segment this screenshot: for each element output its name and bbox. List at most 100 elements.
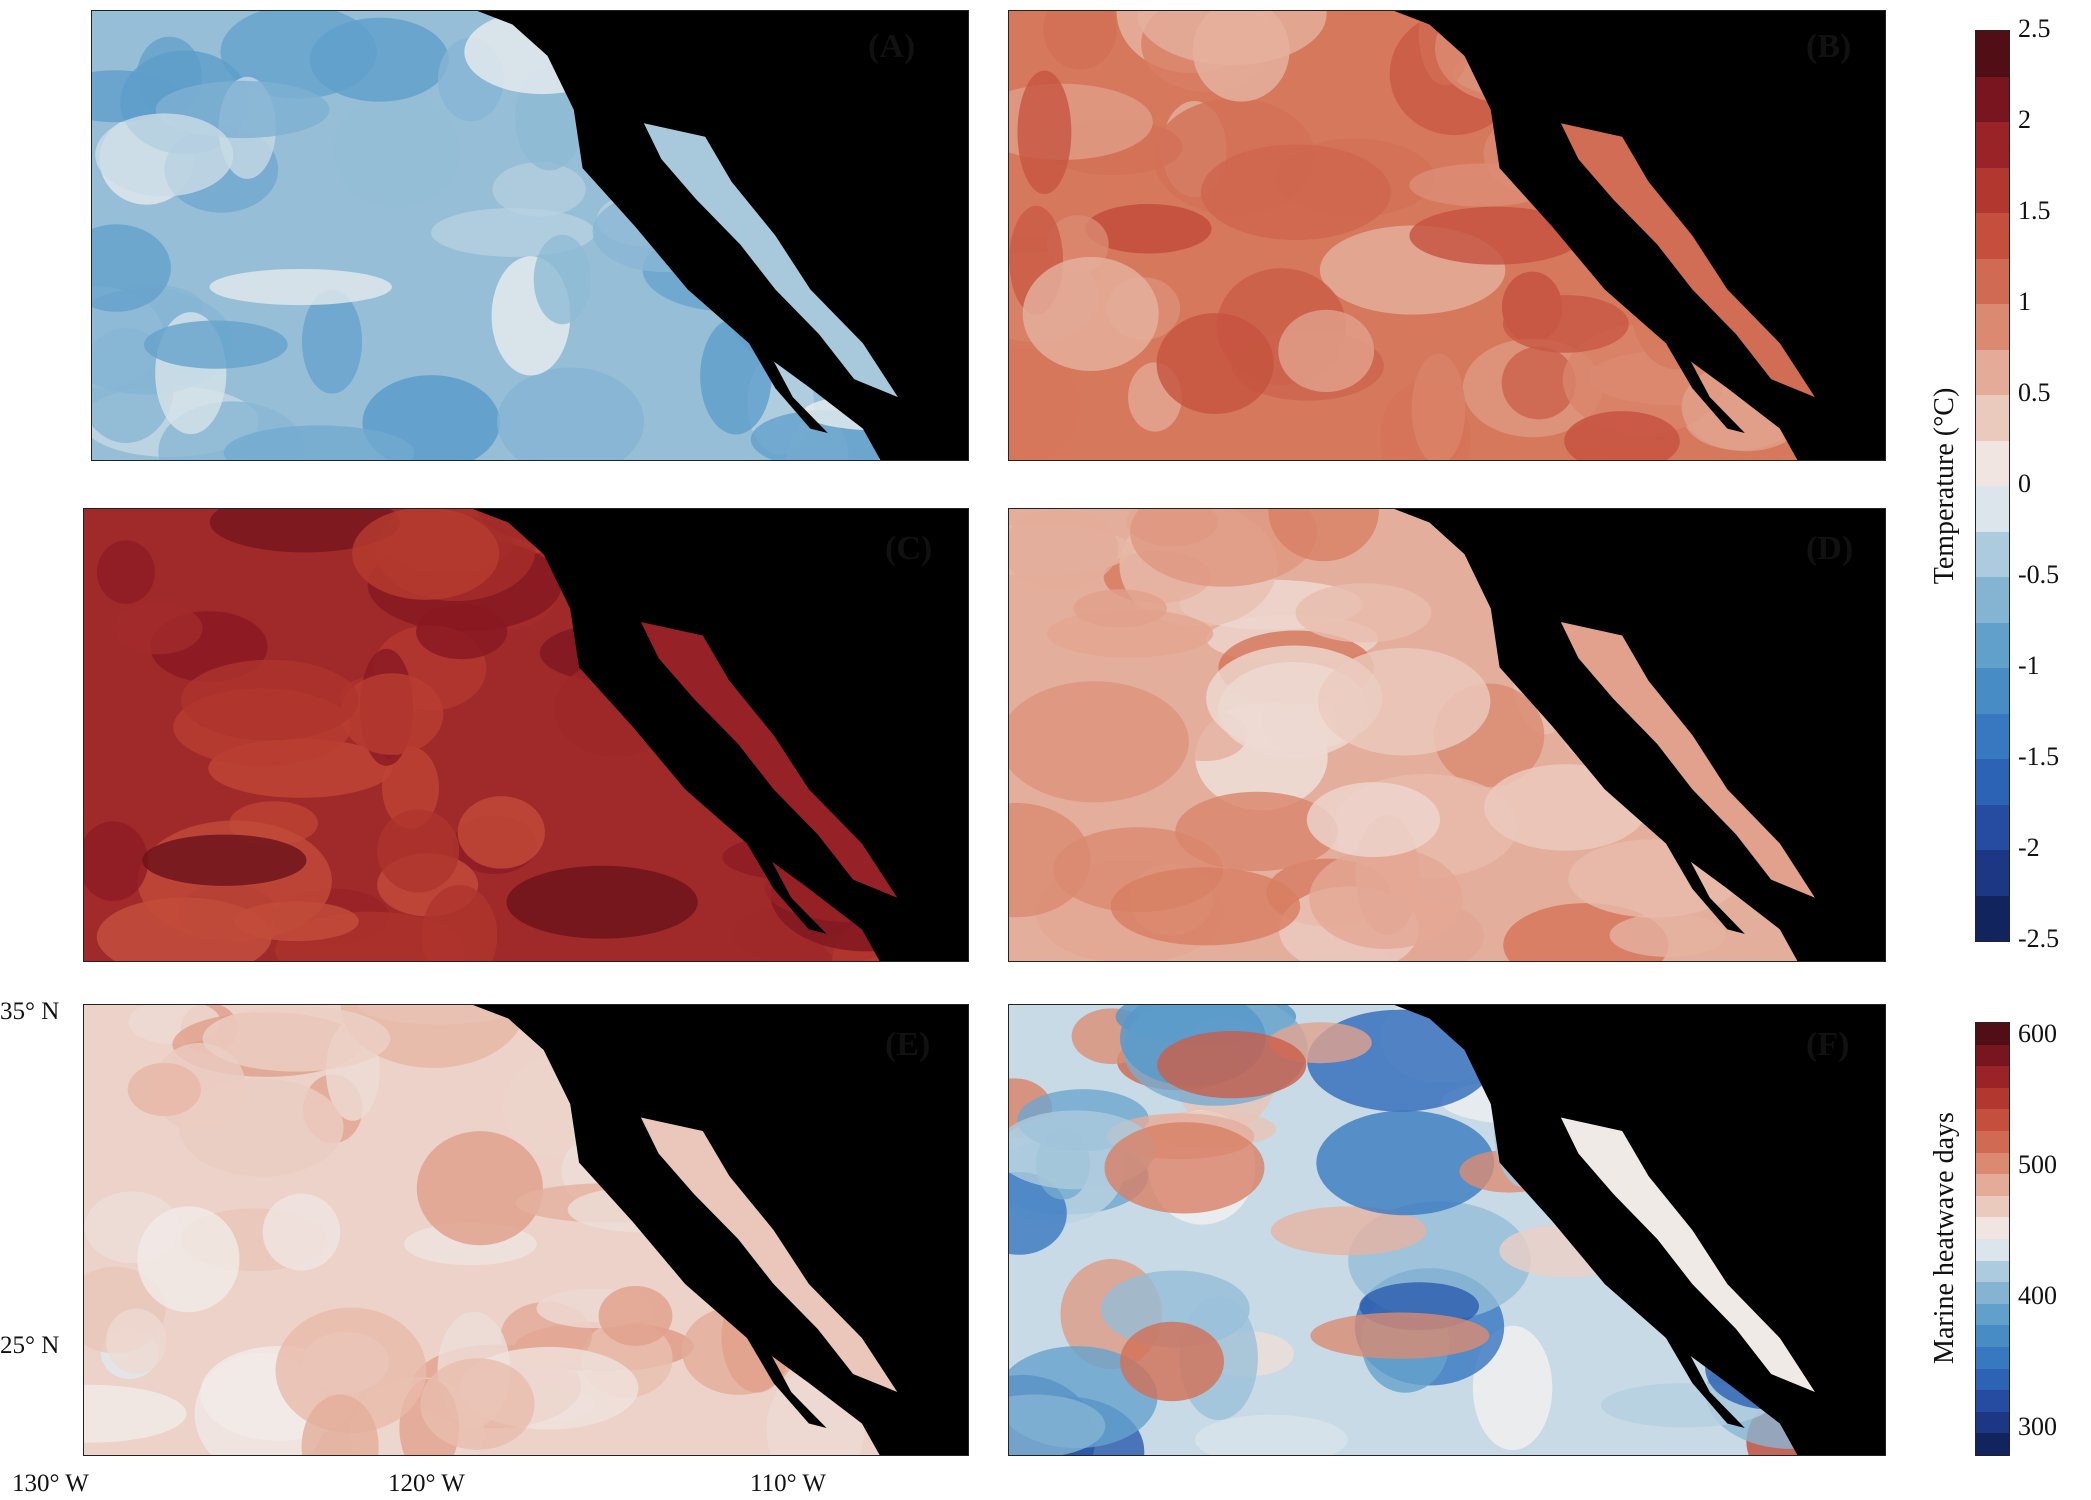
colorbar-tick-label: 0 [2018, 469, 2031, 498]
anomaly-blob [416, 1131, 543, 1246]
colorbar-segment [1976, 1260, 2009, 1283]
anomaly-blob [1009, 348, 1081, 460]
anomaly-blob [1009, 802, 1091, 918]
panel-label-e: (E) [885, 1026, 931, 1063]
colorbar-tick-label: -2.5 [2018, 924, 2060, 953]
anomaly-blob [202, 1005, 391, 1072]
panel-e [83, 1004, 969, 1456]
colorbar-tick-label: 2 [2018, 105, 2031, 134]
colorbar-segment [1976, 1433, 2009, 1455]
anomaly-blob [302, 289, 363, 394]
anomaly-blob [1119, 1321, 1225, 1402]
anomaly-blob [262, 1193, 341, 1271]
colorbar-segment [1976, 1303, 2009, 1326]
anomaly-blob [1085, 203, 1212, 254]
colorbar-segment [1976, 1087, 2009, 1110]
panel-label-f: (F) [1806, 1026, 1850, 1063]
anomaly-blob [209, 268, 392, 306]
colorbar-segment [1976, 486, 2009, 532]
anomaly-blob [457, 796, 545, 869]
map-e [84, 1005, 968, 1455]
colorbar-segment [1976, 531, 2009, 577]
colorbar-segment [1976, 213, 2009, 259]
colorbar-segment [1976, 1174, 2009, 1196]
anomaly-blob [1017, 70, 1072, 195]
anomaly-blob [127, 1062, 201, 1117]
gulf-of-california [640, 1117, 898, 1392]
anomaly-blob [1270, 1206, 1427, 1256]
lon-label-130w: 130° W [12, 1470, 89, 1497]
anomaly-blob [1194, 1414, 1348, 1455]
colorbar-segment [1976, 167, 2009, 213]
panel-a [91, 10, 969, 461]
mhw-days-colorbar [1975, 1022, 2010, 1456]
map-f [1009, 1005, 1885, 1455]
colorbar-segment [1976, 1044, 2009, 1067]
panel-label-a: (A) [868, 28, 916, 65]
anomaly-blob [1309, 847, 1463, 949]
colorbar-segment [1976, 1411, 2009, 1434]
anomaly-blob [1409, 206, 1583, 265]
colorbar-segment [1976, 1152, 2009, 1175]
colorbar-segment [1976, 31, 2009, 77]
panel-c [83, 508, 969, 962]
anomaly-blob [1110, 867, 1301, 946]
colorbar-segment [1976, 850, 2009, 896]
panel-b [1008, 10, 1886, 461]
anomaly-blob [1318, 647, 1491, 756]
colorbar-segment [1976, 759, 2009, 805]
colorbar-segment [1976, 1346, 2009, 1369]
colorbar-segment [1976, 349, 2009, 395]
temperature-colorbar [1975, 30, 2010, 942]
colorbar-segment [1976, 577, 2009, 623]
baja-peninsula [626, 127, 828, 434]
anomaly-blob [1502, 295, 1629, 353]
anomaly-blob [180, 659, 359, 741]
colorbar-segment [1976, 76, 2009, 122]
anomaly-blob [1411, 353, 1466, 460]
anomaly-blob [106, 1308, 167, 1374]
panel-f [1008, 1004, 1886, 1456]
anomaly-blob [1104, 1122, 1265, 1214]
gulf-of-california [1560, 622, 1815, 898]
colorbar-tick-label: -2 [2018, 833, 2040, 862]
anomaly-blob [416, 603, 508, 660]
anomaly-blob [1009, 1394, 1106, 1455]
baja-peninsula [623, 1122, 827, 1428]
colorbar-segment [1976, 1390, 2009, 1412]
anomaly-blob [1268, 509, 1379, 562]
anomaly-blob [533, 234, 591, 325]
colorbar-tick-label: 2.5 [2018, 14, 2051, 43]
anomaly-blob [302, 1331, 390, 1393]
panel-label-b: (B) [1806, 28, 1852, 65]
colorbar-segment [1976, 622, 2009, 668]
anomaly-blob [333, 92, 460, 208]
anomaly-blob [209, 509, 400, 553]
colorbar-segment [1976, 713, 2009, 759]
colorbar-tick-label: -0.5 [2018, 560, 2060, 589]
lon-label-120w: 120° W [388, 1470, 465, 1497]
baja-peninsula [623, 626, 827, 934]
colorbar-tick-label: 300 [2018, 1411, 2057, 1441]
gulf-of-california [1560, 1117, 1815, 1392]
colorbar-segment [1976, 668, 2009, 714]
anomaly-blob [92, 224, 171, 312]
anomaly-blob [84, 1384, 187, 1443]
baja-peninsula [1543, 127, 1745, 434]
colorbar-segment [1976, 1130, 2009, 1153]
anomaly-blob [223, 425, 415, 460]
anomaly-blob [598, 1285, 673, 1346]
colorbar-segment [1976, 1066, 2009, 1088]
anomaly-blob [352, 509, 500, 600]
panel-d [1008, 508, 1886, 962]
anomaly-blob [1043, 11, 1117, 70]
anomaly-blob [1316, 1110, 1495, 1216]
map-b [1009, 11, 1885, 460]
gulf-of-california [643, 123, 898, 398]
colorbar-segment [1976, 1195, 2009, 1218]
colorbar-segment [1976, 1238, 2009, 1261]
mhw-days-colorbar-title: Marine heatwave days [1929, 1112, 1960, 1364]
anomaly-blob [143, 320, 288, 369]
gulf-of-california [640, 622, 898, 898]
anomaly-blob [1156, 313, 1274, 414]
